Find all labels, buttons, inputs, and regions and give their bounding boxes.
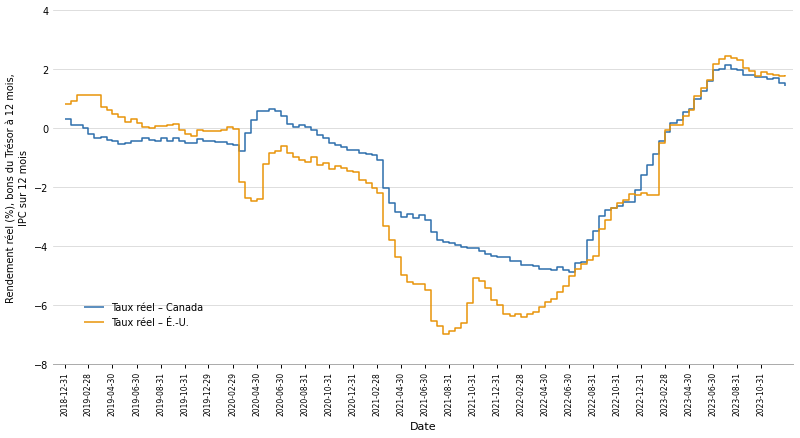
Y-axis label: Rendement réel (%), bons du Trésor à 12 mois,
IPC sur 12 mois: Rendement réel (%), bons du Trésor à 12 …	[7, 73, 29, 302]
Line: Taux réel – É.-U.: Taux réel – É.-U.	[65, 57, 785, 334]
Legend: Taux réel – Canada, Taux réel – É.-U.: Taux réel – Canada, Taux réel – É.-U.	[80, 299, 207, 331]
Line: Taux réel – Canada: Taux réel – Canada	[65, 66, 785, 272]
X-axis label: Date: Date	[410, 421, 437, 431]
